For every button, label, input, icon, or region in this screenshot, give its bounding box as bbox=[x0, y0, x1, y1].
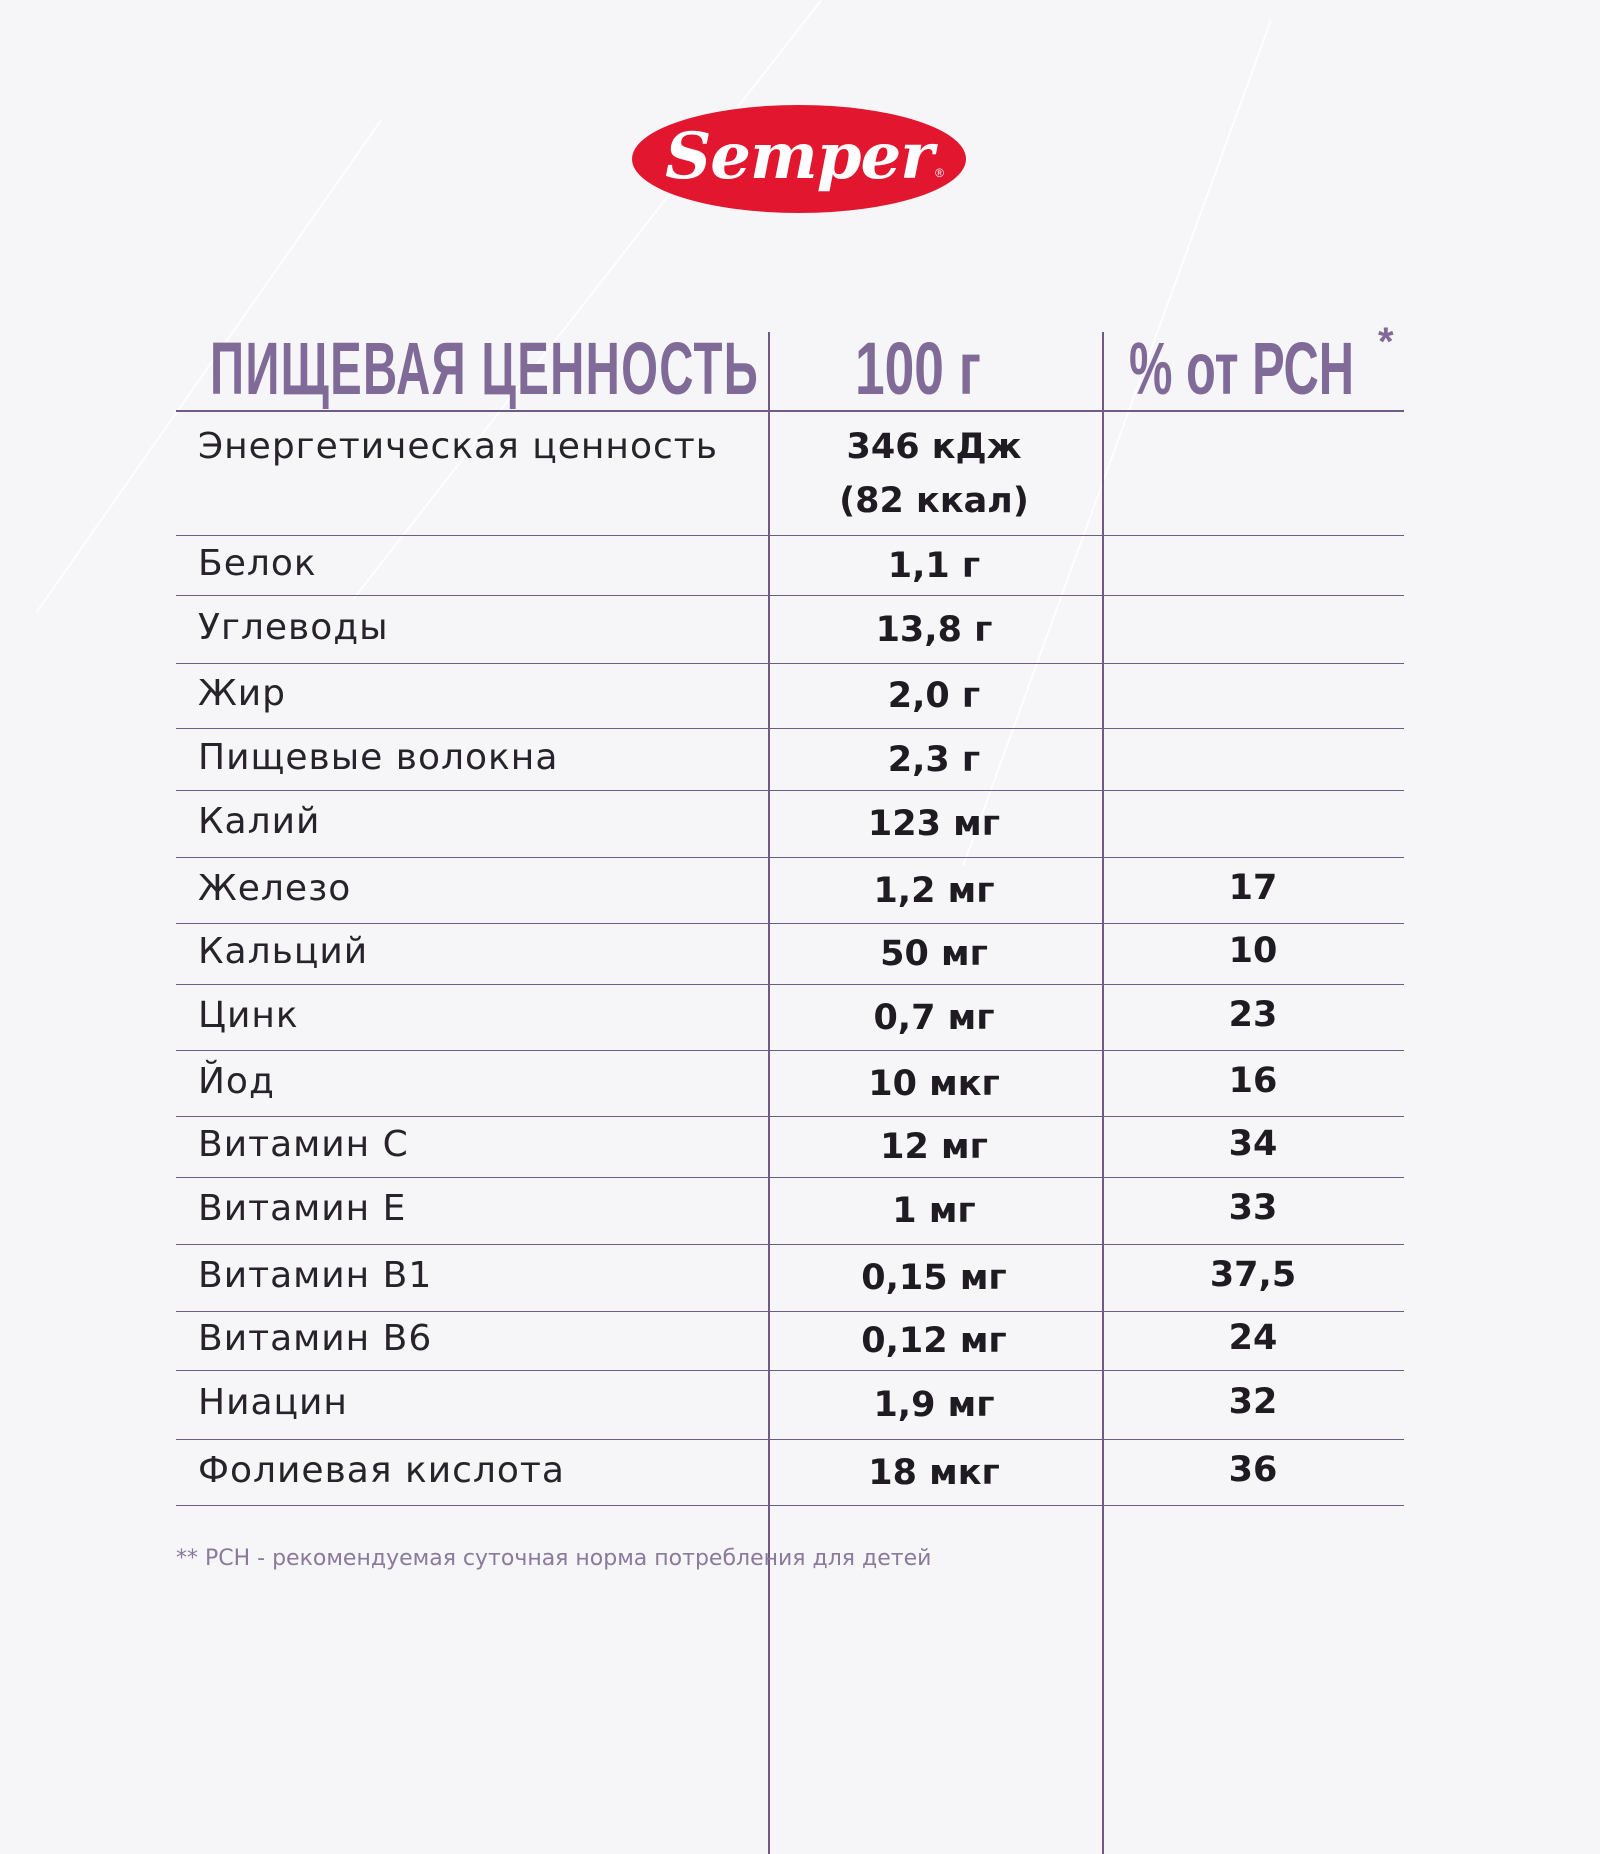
row-percent: 10 bbox=[1228, 931, 1278, 971]
row-percent: 32 bbox=[1228, 1382, 1278, 1422]
row-percent: 24 bbox=[1228, 1318, 1278, 1358]
row-percent: 17 bbox=[1228, 868, 1278, 908]
row-label: Пищевые волокна bbox=[198, 737, 559, 778]
header-nutritional-value: ПИЩЕВАЯ ЦЕННОСТЬ bbox=[210, 327, 760, 410]
row-label: Витамин В1 bbox=[198, 1255, 433, 1296]
table-row: Витамин В1 0,15 мг 37,5 bbox=[176, 1245, 1404, 1312]
row-label: Ниацин bbox=[198, 1382, 348, 1423]
column-divider bbox=[768, 332, 770, 1854]
header-asterisk: * bbox=[1378, 320, 1394, 364]
table-row: Кальций 50 мг 10 bbox=[176, 924, 1404, 985]
table-row: Жир 2,0 г bbox=[176, 664, 1404, 729]
header-percent-rdi: % от РСН bbox=[1129, 327, 1355, 410]
row-value: 0,7 мг bbox=[873, 998, 995, 1038]
row-value: 1,2 мг bbox=[873, 871, 995, 911]
row-label: Витамин Е bbox=[198, 1188, 407, 1229]
row-value-kcal: (82 ккал) bbox=[839, 481, 1029, 521]
row-value: 1 мг bbox=[892, 1191, 976, 1231]
nutrition-table: ПИЩЕВАЯ ЦЕННОСТЬ 100 г % от РСН * Энерге… bbox=[176, 320, 1404, 1854]
row-value: 13,8 г bbox=[875, 610, 993, 650]
table-row-energy: Энергетическая ценность 346 кДж (82 ккал… bbox=[176, 412, 1404, 536]
header-per-100g: 100 г bbox=[855, 327, 981, 410]
row-label: Железо bbox=[198, 868, 352, 909]
row-label: Жир bbox=[198, 673, 287, 714]
row-percent: 23 bbox=[1228, 995, 1278, 1035]
row-label: Фолиевая кислота bbox=[198, 1450, 565, 1491]
row-label: Витамин С bbox=[198, 1124, 409, 1165]
row-label: Витамин В6 bbox=[198, 1318, 433, 1359]
table-row: Йод 10 мкг 16 bbox=[176, 1051, 1404, 1117]
table-row: Калий 123 мг bbox=[176, 791, 1404, 858]
row-label: Белок bbox=[198, 543, 317, 584]
row-value: 10 мкг bbox=[868, 1064, 1000, 1104]
row-value: 12 мг bbox=[880, 1127, 988, 1167]
row-label: Йод bbox=[198, 1061, 275, 1102]
row-label: Калий bbox=[198, 801, 321, 842]
row-value: 0,15 мг bbox=[861, 1258, 1007, 1298]
row-value: 0,12 мг bbox=[861, 1321, 1007, 1361]
column-divider bbox=[1102, 332, 1104, 1854]
row-percent: 37,5 bbox=[1209, 1255, 1297, 1295]
row-value: 18 мкг bbox=[868, 1453, 1000, 1493]
semper-logo: Semper ® bbox=[632, 105, 966, 213]
table-row: Белок 1,1 г bbox=[176, 536, 1404, 596]
row-value: 1,9 мг bbox=[873, 1385, 995, 1425]
table-row: Пищевые волокна 2,3 г bbox=[176, 729, 1404, 791]
table-row: Витамин В6 0,12 мг 24 bbox=[176, 1312, 1404, 1371]
row-value: 1,1 г bbox=[887, 546, 981, 586]
row-percent: 36 bbox=[1228, 1450, 1278, 1490]
row-value: 2,3 г bbox=[887, 740, 981, 780]
row-percent: 33 bbox=[1228, 1188, 1278, 1228]
table-row: Витамин С 12 мг 34 bbox=[176, 1117, 1404, 1178]
table-rows: Белок 1,1 г Углеводы 13,8 г Жир 2,0 г Пищевые … bbox=[176, 536, 1404, 1506]
row-label: Цинк bbox=[198, 995, 299, 1036]
row-percent: 16 bbox=[1228, 1061, 1278, 1101]
footnote: ** РСН - рекомендуемая суточная норма по… bbox=[176, 1546, 932, 1571]
registered-mark: ® bbox=[935, 166, 944, 180]
table-row: Углеводы 13,8 г bbox=[176, 596, 1404, 664]
table-header: ПИЩЕВАЯ ЦЕННОСТЬ 100 г % от РСН * bbox=[176, 320, 1404, 412]
row-value: 2,0 г bbox=[887, 676, 981, 716]
row-label: Углеводы bbox=[198, 607, 389, 648]
row-percent: 34 bbox=[1228, 1124, 1278, 1164]
row-value: 50 мг bbox=[880, 934, 988, 974]
table-row: Цинк 0,7 мг 23 bbox=[176, 985, 1404, 1051]
row-value: 346 кДж bbox=[846, 427, 1022, 467]
table-row: Фолиевая кислота 18 мкг 36 bbox=[176, 1440, 1404, 1506]
table-row: Ниацин 1,9 мг 32 bbox=[176, 1371, 1404, 1440]
row-value: 123 мг bbox=[867, 804, 1001, 844]
row-label: Кальций bbox=[198, 931, 369, 972]
table-row: Витамин Е 1 мг 33 bbox=[176, 1178, 1404, 1245]
row-label: Энергетическая ценность bbox=[198, 426, 718, 467]
table-row: Железо 1,2 мг 17 bbox=[176, 858, 1404, 924]
logo-wordmark: Semper bbox=[665, 118, 934, 194]
